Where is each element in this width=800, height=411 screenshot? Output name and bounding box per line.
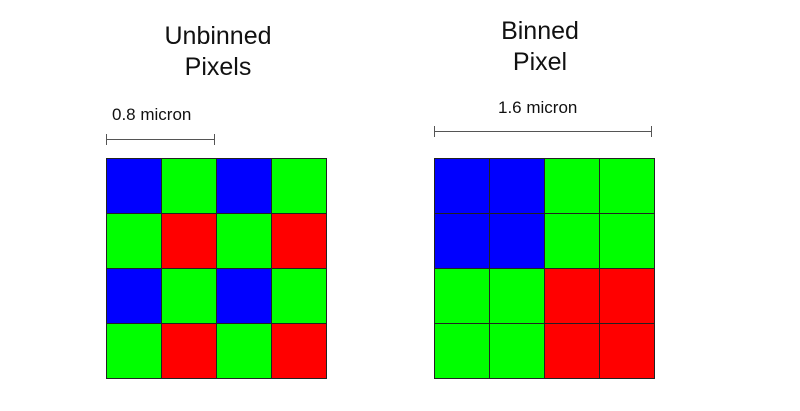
unbinned-pixel-red (272, 324, 327, 379)
unbinned-pixel-green (272, 159, 327, 214)
binned-pixel-blue (435, 214, 490, 269)
unbinned-pixel-green (162, 159, 217, 214)
binned-pixel-red (545, 324, 600, 379)
unbinned-pixel-blue (217, 159, 272, 214)
unbinned-pixel-green (217, 214, 272, 269)
unbinned-pixel-red (162, 214, 217, 269)
unbinned-pixel-green (217, 324, 272, 379)
unbinned-scale-bar (106, 134, 215, 145)
unbinned-pixel-green (107, 324, 162, 379)
binned-pixel-green (435, 324, 490, 379)
binned-pixel-red (600, 269, 655, 324)
unbinned-pixel-blue (107, 269, 162, 324)
binned-pixel-red (545, 269, 600, 324)
binned-pixel-blue (490, 159, 545, 214)
binned-scale-label: 1.6 micron (498, 98, 578, 117)
binned-pixel-green (545, 214, 600, 269)
unbinned-pixel-red (162, 324, 217, 379)
binned-title-line2: Pixel (512, 48, 568, 76)
binned-title: Binned Pixel (440, 16, 640, 78)
binned-pixel-blue (435, 159, 490, 214)
unbinned-pixel-green (107, 214, 162, 269)
binned-pixel-green (490, 269, 545, 324)
unbinned-title: Unbinned Pixels (118, 21, 318, 83)
binned-pixel-green (545, 159, 600, 214)
unbinned-title-line2: Pixels (184, 53, 252, 81)
unbinned-pixel-blue (107, 159, 162, 214)
binned-pixel-red (600, 324, 655, 379)
binned-pixel-green (435, 269, 490, 324)
unbinned-pixel-green (162, 269, 217, 324)
binned-title-line1: Binned (501, 17, 579, 45)
binned-pixel-blue (490, 214, 545, 269)
unbinned-pixel-grid (106, 158, 327, 379)
unbinned-pixel-blue (217, 269, 272, 324)
unbinned-pixel-green (272, 269, 327, 324)
binned-scale-bar (434, 126, 652, 137)
binned-pixel-green (600, 159, 655, 214)
unbinned-scale-label: 0.8 micron (112, 105, 192, 124)
binned-pixel-green (600, 214, 655, 269)
unbinned-pixel-red (272, 214, 327, 269)
binned-pixel-grid (434, 158, 655, 379)
unbinned-title-line1: Unbinned (164, 22, 272, 50)
binned-pixel-green (490, 324, 545, 379)
